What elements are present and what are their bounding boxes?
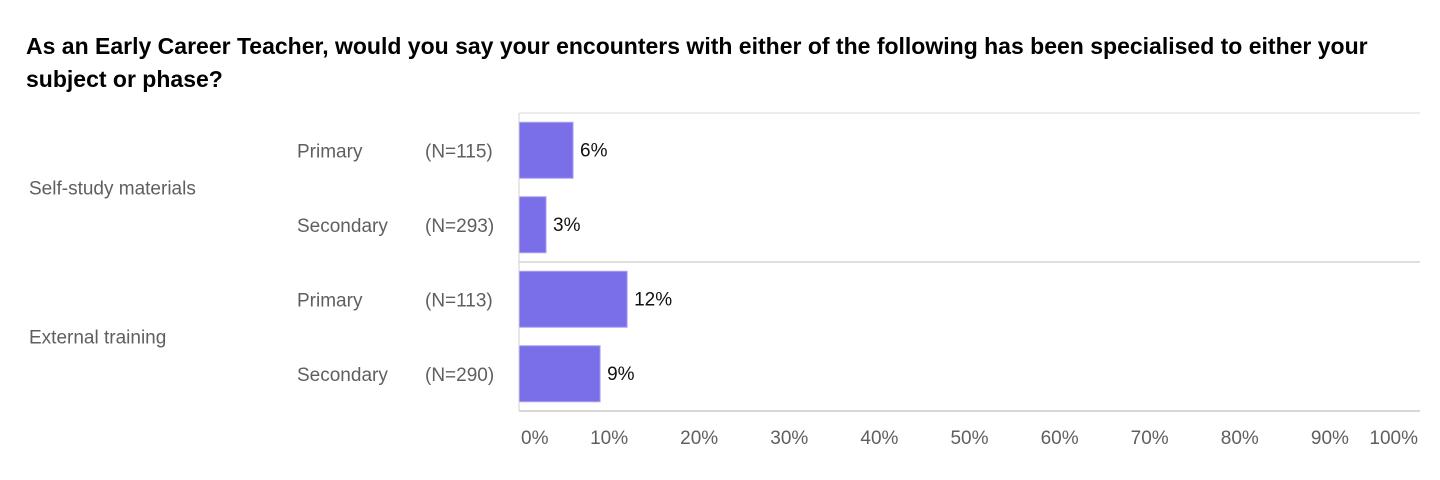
bar-value-label: 3% <box>553 215 581 236</box>
x-tick-label: 80% <box>1221 428 1259 449</box>
x-tick-label: 30% <box>770 428 808 449</box>
x-tick-label: 60% <box>1041 428 1079 449</box>
bar <box>518 121 574 179</box>
x-tick-label: 10% <box>590 428 628 449</box>
x-tick-label: 50% <box>950 428 988 449</box>
bar-value-label: 12% <box>634 289 672 310</box>
x-tick-label: 100% <box>1369 428 1418 449</box>
sample-size-label: (N=113) <box>425 290 493 311</box>
x-tick-label: 90% <box>1311 428 1349 449</box>
group-label: External training <box>29 328 166 349</box>
sample-size-label: (N=290) <box>425 365 494 386</box>
phase-label: Secondary <box>297 216 388 237</box>
phase-label: Primary <box>297 141 363 162</box>
sample-size-label: (N=115) <box>425 141 493 162</box>
bar <box>518 345 601 403</box>
bar-value-label: 6% <box>580 140 608 161</box>
x-tick-label: 70% <box>1131 428 1169 449</box>
group-label: Self-study materials <box>29 179 196 200</box>
chart-title: As an Early Career Teacher, would you sa… <box>26 33 1368 92</box>
bar <box>518 270 628 328</box>
bar <box>518 196 547 254</box>
x-tick-label: 20% <box>680 428 718 449</box>
x-tick-label: 0% <box>521 428 549 449</box>
bar-value-label: 9% <box>607 364 635 385</box>
sample-size-label: (N=293) <box>425 216 494 237</box>
phase-label: Secondary <box>297 365 388 386</box>
phase-label: Primary <box>297 290 363 311</box>
x-tick-label: 40% <box>860 428 898 449</box>
